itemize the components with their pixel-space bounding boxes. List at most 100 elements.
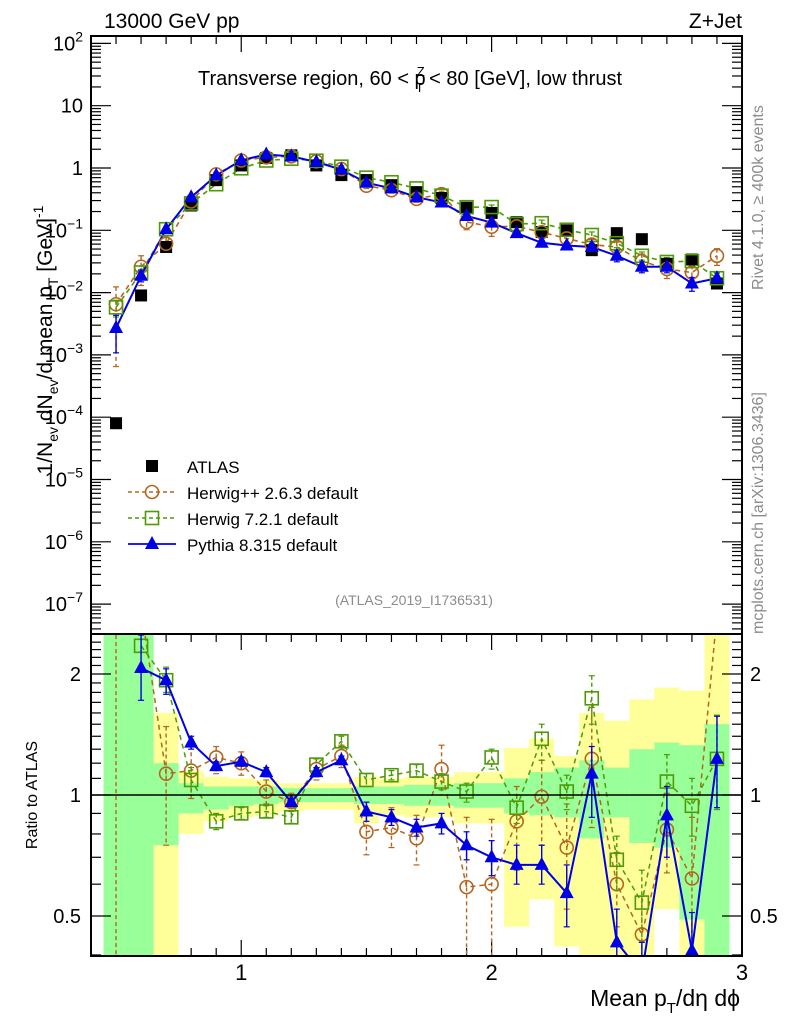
- atlas-data-point: [135, 289, 148, 302]
- mc-point-3: [459, 207, 474, 221]
- main-series-line-1: [115, 155, 718, 305]
- ratio-point-2: [634, 895, 650, 910]
- legend-label: ATLAS: [187, 458, 240, 477]
- legend-label: Pythia 8.315 default: [187, 536, 338, 555]
- y-tick-label: 10−3: [45, 340, 83, 367]
- mc-point-3: [384, 180, 399, 194]
- y-tick-label: 10−7: [45, 589, 83, 616]
- y-tick-label-exponent: −6: [67, 527, 83, 543]
- ratio-y-tick-label: 1: [70, 785, 81, 807]
- analysis-id-annotation: (ATLAS_2019_I1736531): [335, 592, 493, 608]
- ratio-point-3: [584, 765, 599, 779]
- ratio-point-1: [258, 784, 274, 799]
- ratio-point-3: [159, 672, 174, 686]
- atlas-data-point: [685, 253, 698, 266]
- ratio-point-2: [684, 798, 700, 814]
- ratio-point-2: [284, 810, 299, 825]
- mc-point-3: [434, 194, 449, 208]
- mc-point-3: [184, 189, 199, 203]
- ylabel-d-sup: -1: [30, 205, 46, 218]
- plot-title-pre: Transverse region, 60 < p: [198, 68, 426, 90]
- ratio-point-3: [659, 807, 674, 821]
- mc-point-1: [158, 236, 174, 251]
- y-tick-label-base: 10: [45, 594, 67, 616]
- ratio-point-1: [710, 609, 723, 622]
- y-tick-label-exponent: −3: [67, 340, 83, 356]
- ylabel-c-sub: T: [45, 277, 61, 286]
- mc-point-3: [684, 275, 699, 289]
- y-tick-label: 10−1: [45, 215, 83, 242]
- atlas-data-point: [185, 199, 198, 212]
- atlas-data-point: [635, 233, 648, 246]
- main-y-axis-label: 1/Nev dNev/d mean pT [GeV]-1: [30, 205, 61, 474]
- ratio-y-tick-label: 2: [70, 664, 81, 686]
- ratio-point-3: [509, 856, 524, 870]
- ratio-point-2: [409, 763, 424, 778]
- ratio-point-3: [709, 750, 724, 764]
- mc-point-2: [534, 215, 549, 231]
- y-tick-label-base: 10: [45, 220, 67, 242]
- ratio-point-2: [359, 772, 374, 788]
- mc-point-3: [259, 146, 274, 160]
- legend-label: Herwig++ 2.6.3 default: [187, 484, 358, 503]
- ratio-point-3: [384, 809, 399, 823]
- y-tick-label-base: 10: [45, 532, 67, 554]
- y-tick-label-base: 1: [72, 158, 83, 180]
- ratio-point-3: [284, 794, 299, 808]
- y-tick-label: 1: [72, 158, 83, 180]
- y-tick-label: 10: [61, 96, 83, 118]
- legend-marker: [144, 484, 160, 500]
- mc-point-3: [484, 214, 499, 228]
- y-tick-label-exponent: −7: [67, 589, 83, 605]
- ratio-point-3: [635, 965, 649, 978]
- x-axis-label-sub: T: [667, 1000, 676, 1017]
- ylabel-b-sub: ev: [45, 379, 61, 394]
- ratio-point-2: [384, 767, 399, 783]
- ratio-y-tick-label: 0.5: [53, 906, 81, 928]
- legend-marker: [145, 536, 159, 549]
- y-tick-label-base: 10: [45, 283, 67, 305]
- ratio-plot-area: [115, 609, 725, 978]
- legend-label: Herwig 7.2.1 default: [187, 510, 338, 529]
- y-tick-label: 10−5: [45, 465, 83, 492]
- ratio-point-3: [484, 849, 499, 863]
- ratio-point-3: [459, 837, 474, 851]
- ratio-point-2: [334, 734, 349, 749]
- ratio-point-2: [208, 814, 224, 829]
- legend-marker: [144, 510, 160, 526]
- y-tick-label-base: 10: [45, 470, 67, 492]
- rivet-label: Rivet 4.1.0, ≥ 400k events: [750, 105, 767, 290]
- mc-point-3: [334, 161, 349, 175]
- y-tick-label-base: 10: [61, 96, 83, 118]
- legend-marker: [146, 460, 158, 472]
- ylabel-a: 1/N: [34, 442, 57, 475]
- ratio-point-2: [484, 750, 499, 765]
- ratio-y-tick-label-right: 1: [750, 785, 761, 807]
- ylabel-b: dN: [34, 394, 57, 427]
- ratio-point-3: [234, 753, 249, 767]
- mc-point-3: [284, 148, 299, 162]
- y-tick-label: 10−6: [45, 527, 83, 554]
- y-tick-label: 102: [53, 28, 83, 55]
- ratio-point-1: [684, 871, 700, 886]
- ratio-point-3: [534, 856, 549, 870]
- y-tick-label-exponent: −2: [67, 278, 83, 294]
- mc-point-3: [109, 320, 124, 334]
- y-tick-label: 10−4: [45, 402, 83, 429]
- mc-point-3: [159, 221, 174, 235]
- ratio-point-2: [434, 774, 449, 789]
- ratio-point-2: [258, 804, 274, 819]
- ratio-point-3: [334, 752, 349, 766]
- mc-point-3: [209, 167, 224, 181]
- y-tick-label-exponent: −5: [67, 465, 83, 481]
- ratio-point-1: [484, 876, 499, 892]
- plot-title-sub: T: [416, 80, 424, 95]
- band-stat: [604, 767, 630, 818]
- legend: ATLAS Herwig++ 2.6.3 default Herwig 7.2.1 …: [128, 458, 358, 555]
- mc-point-3: [309, 153, 324, 167]
- x-axis-label: Mean pT/dη dϕ: [590, 985, 740, 1017]
- mc-point-3: [584, 238, 599, 252]
- ratio-point-2: [584, 690, 600, 706]
- ratio-point-3: [259, 764, 274, 778]
